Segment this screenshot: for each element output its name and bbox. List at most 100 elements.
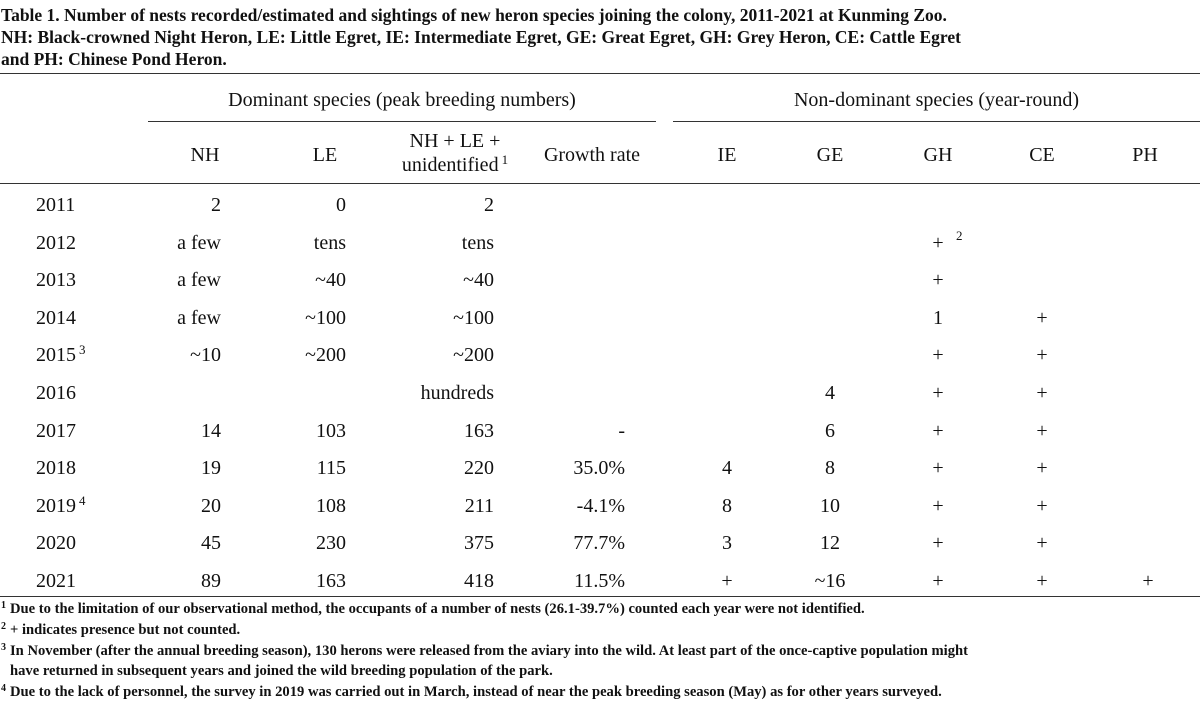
cell-gh: +2 xyxy=(932,228,963,254)
cell-ge: ~16 xyxy=(814,570,846,592)
column-header-ph: PH xyxy=(1132,144,1158,166)
cell-le: ~40 xyxy=(315,269,346,291)
footnote: 4 Due to the lack of personnel, the surve… xyxy=(1,683,942,701)
cell-year: 2012 xyxy=(36,231,76,255)
gh-value: + xyxy=(932,269,944,291)
cell-ph: + xyxy=(1142,570,1154,592)
cell-ce: + xyxy=(1036,457,1048,479)
cell-total: 418 xyxy=(464,570,494,592)
cell-growth: 77.7% xyxy=(573,532,625,554)
cell-gh: + xyxy=(908,456,968,480)
cell-gh: + xyxy=(908,381,968,405)
gh-value: + xyxy=(932,495,944,517)
year-text: 2019 xyxy=(36,495,76,517)
footnote-marker: 4 xyxy=(79,493,86,508)
cell-ge: 4 xyxy=(825,382,835,404)
column-header-ce: CE xyxy=(1029,144,1055,166)
cell-gh: + xyxy=(908,531,968,555)
footnote: 1 Due to the limitation of our observatio… xyxy=(1,600,865,618)
column-header-nh: NH xyxy=(190,144,220,166)
dominant-group-underline xyxy=(148,121,656,122)
table-top-rule xyxy=(0,73,1200,74)
cell-ce: + xyxy=(1036,495,1048,517)
cell-ce: + xyxy=(1036,307,1048,329)
year-text: 2020 xyxy=(36,532,76,554)
cell-year: 2011 xyxy=(36,193,75,217)
cell-total: ~200 xyxy=(453,344,494,366)
footnote: 2 + indicates presence but not counted. xyxy=(1,621,240,639)
cell-year: 2013 xyxy=(36,268,76,292)
footnote-marker: 1 xyxy=(501,152,509,167)
cell-growth: 35.0% xyxy=(573,457,625,479)
cell-growth: -4.1% xyxy=(576,495,625,517)
cell-year: 2018 xyxy=(36,456,76,480)
cell-nh: 14 xyxy=(201,420,221,442)
gh-value: 1 xyxy=(933,307,943,329)
cell-year: 2017 xyxy=(36,419,76,443)
cell-nh: 20 xyxy=(201,495,221,517)
footnote-text: Due to the lack of personnel, the survey… xyxy=(10,684,942,700)
cell-le: 163 xyxy=(316,570,346,592)
cell-ce: + xyxy=(1036,570,1048,592)
footnote: have returned in subsequent years and jo… xyxy=(10,662,553,680)
cell-ge: 10 xyxy=(820,495,840,517)
footnote-marker: 3 xyxy=(79,342,86,357)
year-text: 2018 xyxy=(36,457,76,479)
cell-total: ~40 xyxy=(463,269,494,291)
cell-total: 220 xyxy=(464,457,494,479)
cell-le: 0 xyxy=(336,194,346,216)
year-text: 2015 xyxy=(36,344,76,366)
cell-year: 2019 4 xyxy=(36,494,86,518)
table-caption: Table 1. Number of nests recorded/estima… xyxy=(1,4,1199,70)
cell-le: tens xyxy=(313,232,346,254)
cell-growth: - xyxy=(618,420,625,442)
cell-le: ~100 xyxy=(305,307,346,329)
year-text: 2013 xyxy=(36,269,76,291)
column-header-le: LE xyxy=(312,144,338,166)
cell-nh: 2 xyxy=(211,194,221,216)
cell-total: 375 xyxy=(464,532,494,554)
column-header-total-line2: unidentified 1 xyxy=(401,152,509,176)
year-text: 2021 xyxy=(36,570,76,592)
cell-le: ~200 xyxy=(305,344,346,366)
gh-value: + xyxy=(932,232,944,254)
gh-value: + xyxy=(932,344,944,366)
cell-gh: + xyxy=(908,268,968,292)
cell-le: 103 xyxy=(316,420,346,442)
cell-le: 108 xyxy=(316,495,346,517)
cell-total: tens xyxy=(461,232,494,254)
gh-value: + xyxy=(932,532,944,554)
cell-ie: 8 xyxy=(722,495,732,517)
cell-gh: 1 xyxy=(908,306,968,330)
cell-total: hundreds xyxy=(420,382,494,404)
year-text: 2012 xyxy=(36,232,76,254)
cell-ge: 8 xyxy=(825,457,835,479)
cell-ce: + xyxy=(1036,532,1048,554)
cell-nh: ~10 xyxy=(190,344,221,366)
footnote-number: 2 xyxy=(1,621,6,632)
gh-value: + xyxy=(932,382,944,404)
year-text: 2011 xyxy=(36,194,76,216)
cell-nh: 45 xyxy=(201,532,221,554)
header-bottom-rule xyxy=(0,183,1200,184)
footnote-text: In November (after the annual breeding s… xyxy=(10,643,968,659)
cell-ce: + xyxy=(1036,344,1048,366)
cell-growth: 11.5% xyxy=(574,570,625,592)
cell-year: 2015 3 xyxy=(36,343,86,367)
cell-le: 115 xyxy=(316,457,346,479)
cell-gh: + xyxy=(908,494,968,518)
cell-ie: + xyxy=(721,570,733,592)
column-header-ie: IE xyxy=(717,144,737,166)
nondominant-species-header: Non-dominant species (year-round) xyxy=(793,89,1080,111)
gh-value: + xyxy=(932,420,944,442)
column-header-total: NH + LE + unidentified 1 xyxy=(385,129,525,177)
cell-ie: 3 xyxy=(722,532,732,554)
column-header-gh: GH xyxy=(923,144,953,166)
caption-line: NH: Black-crowned Night Heron, LE: Littl… xyxy=(1,27,961,47)
table-bottom-rule xyxy=(0,596,1200,597)
cell-ge: 6 xyxy=(825,420,835,442)
footnote-number: 4 xyxy=(1,683,6,694)
cell-nh: 19 xyxy=(201,457,221,479)
caption-line: Table 1. Number of nests recorded/estima… xyxy=(1,5,947,25)
cell-gh: + xyxy=(908,419,968,443)
